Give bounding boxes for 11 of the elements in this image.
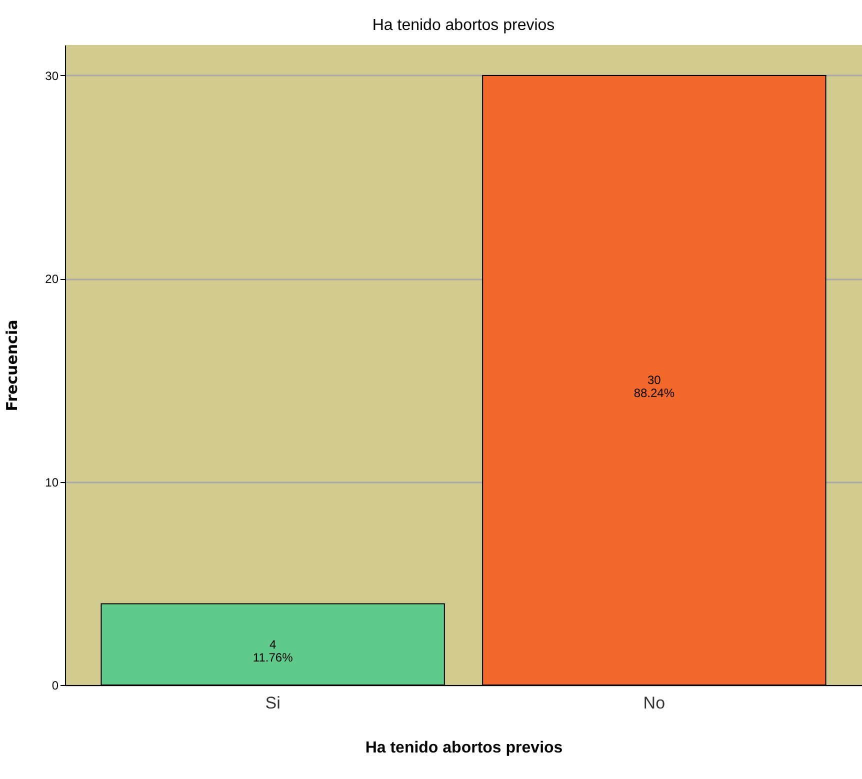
x-axis-title: Ha tenido abortos previos [365, 740, 563, 756]
y-tick-label: 10 [45, 475, 59, 490]
x-tick-label: Si [265, 694, 280, 712]
y-tick-label: 20 [45, 272, 59, 286]
y-tick-label: 0 [52, 678, 59, 692]
chart-title: Ha tenido abortos previos [372, 17, 555, 34]
x-tick-label: No [643, 694, 666, 712]
y-axis-title: Frecuencia [3, 320, 22, 412]
data-label: 30 88.24% [634, 373, 675, 400]
y-tick-label: 30 [45, 68, 59, 83]
data-label: 4 11.76% [252, 637, 294, 664]
